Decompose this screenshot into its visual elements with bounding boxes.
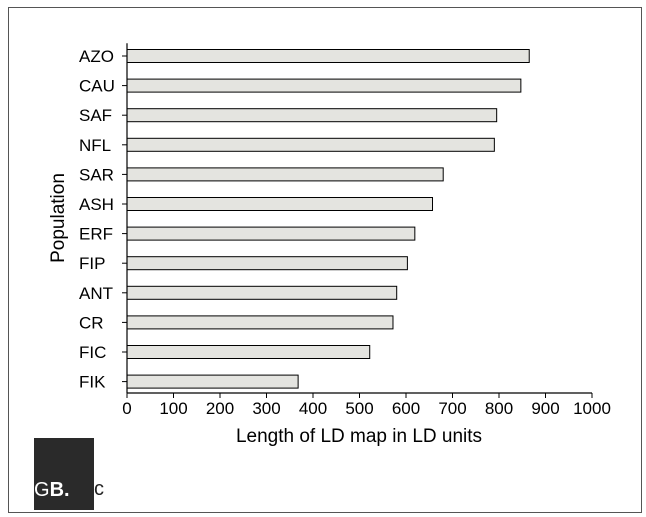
x-axis-title: Length of LD map in LD units [236, 426, 482, 447]
category-labels: AZO CAU SAF NFL SAR ASH ERF FIP ANT CR FIC FIK [79, 47, 115, 392]
x-tick-label: 300 [252, 399, 280, 418]
category-label: FIK [79, 373, 106, 392]
category-label: ERF [79, 225, 113, 244]
bar [126, 108, 498, 123]
category-label: NFL [79, 136, 111, 155]
x-tick-label: 200 [206, 399, 234, 418]
x-tick-label: 100 [159, 399, 187, 418]
bar [126, 167, 444, 182]
bar [126, 137, 495, 152]
category-label: AZO [79, 47, 114, 66]
x-tick-label: 900 [531, 399, 559, 418]
x-tick-label: 1000 [573, 399, 611, 418]
x-tick-label: 700 [438, 399, 466, 418]
logo-text-b: B. [49, 479, 70, 501]
x-tick-label: 0 [122, 399, 131, 418]
x-tick-label: 600 [392, 399, 420, 418]
bar [126, 78, 522, 93]
category-label: ASH [79, 195, 114, 214]
x-axis: 0 100 200 300 400 500 600 700 800 900 1000 [122, 392, 611, 418]
bar [126, 256, 408, 271]
bar [126, 374, 299, 389]
bar [126, 345, 371, 359]
logo-text: GB. [34, 479, 154, 502]
y-axis-title: Population [48, 173, 69, 263]
bar [126, 197, 434, 211]
category-label: FIC [79, 343, 106, 362]
bar [126, 315, 394, 330]
bar [126, 285, 398, 300]
x-tick-label: 500 [345, 399, 373, 418]
logo-text-tail: c [94, 478, 104, 500]
bar [126, 49, 530, 63]
category-label: SAF [79, 106, 112, 125]
y-axis [122, 43, 128, 393]
logo: GB. [34, 438, 94, 510]
category-label: SAR [79, 165, 114, 184]
category-label: CR [79, 313, 104, 332]
category-label: CAU [79, 77, 115, 96]
bar [126, 226, 416, 241]
bars-group [126, 49, 530, 389]
category-label: FIP [79, 254, 105, 273]
x-tick-label: 400 [299, 399, 327, 418]
logo-text-g: G [34, 479, 50, 501]
x-tick-label: 800 [485, 399, 513, 418]
category-label: ANT [79, 284, 113, 303]
